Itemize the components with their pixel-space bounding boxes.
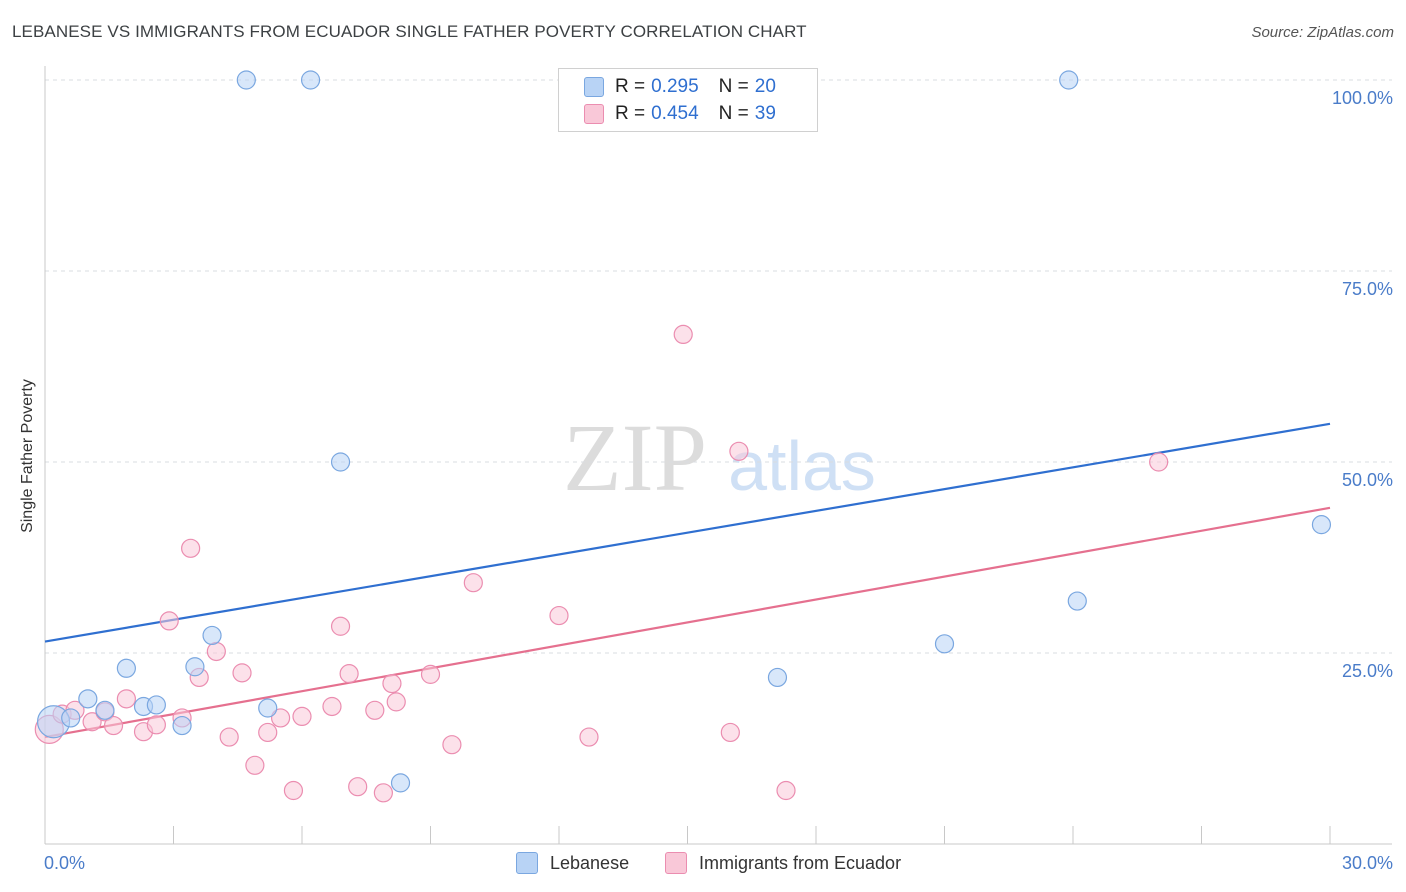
data-point-ecuador-26 — [373, 783, 393, 803]
data-point-lebanese-9 — [202, 625, 222, 646]
data-point-ecuador-35 — [720, 722, 740, 743]
correlation-legend: R = 0.295 N = 20 R = 0.454 N = 39 — [558, 68, 818, 132]
data-point-ecuador-16 — [245, 755, 265, 775]
tick-labels: 25.0% 50.0% 75.0% 100.0% 0.0% 30.0% — [44, 88, 1393, 873]
data-point-lebanese-14 — [390, 773, 411, 793]
data-point-lebanese-16 — [934, 634, 955, 654]
data-point-ecuador-25 — [365, 700, 385, 720]
data-point-ecuador-28 — [386, 692, 406, 712]
ecuador-swatch — [584, 104, 604, 124]
legend-item-ecuador[interactable]: Immigrants from Ecuador — [665, 852, 901, 874]
data-point-ecuador-21 — [322, 696, 342, 717]
data-point-lebanese-3 — [95, 700, 115, 720]
data-point-ecuador-27 — [382, 673, 402, 694]
y-tick-label-75: 75.0% — [1342, 279, 1393, 299]
series-legend: Lebanese Immigrants from Ecuador — [0, 852, 1406, 878]
data-point-lebanese-2 — [78, 689, 98, 709]
data-point-lebanese-8 — [185, 657, 205, 677]
legend-item-lebanese[interactable]: Lebanese — [516, 852, 629, 874]
data-point-ecuador-8 — [146, 715, 166, 735]
data-point-lebanese-1 — [61, 708, 81, 728]
watermark-atlas: atlas — [728, 427, 876, 505]
r-value: 0.454 — [651, 103, 699, 124]
grid-lines — [45, 79, 1392, 654]
lebanese-swatch — [516, 852, 538, 874]
data-point-ecuador-33 — [579, 727, 599, 747]
data-point-lebanese-4 — [116, 658, 136, 678]
n-label: N = — [718, 103, 749, 124]
data-point-ecuador-20 — [292, 706, 312, 727]
data-point-lebanese-18 — [1067, 591, 1087, 611]
data-point-lebanese-10 — [236, 70, 256, 90]
data-point-ecuador-14 — [219, 727, 239, 747]
n-value: 39 — [754, 103, 776, 124]
legend-row-ecuador: R = 0.454 N = 39 — [584, 101, 776, 127]
data-point-lebanese-11 — [258, 698, 278, 718]
n-value: 20 — [754, 76, 776, 97]
data-point-ecuador-6 — [116, 689, 136, 709]
data-point-lebanese-12 — [300, 70, 321, 90]
y-tick-label-50: 50.0% — [1342, 470, 1393, 490]
n-label: N = — [718, 76, 749, 97]
trend-lines — [44, 422, 1331, 739]
data-point-ecuador-18 — [270, 708, 291, 728]
data-point-lebanese-19 — [1311, 515, 1332, 535]
y-tick-label-25: 25.0% — [1342, 661, 1393, 681]
data-point-ecuador-11 — [181, 538, 201, 558]
data-point-ecuador-38 — [1149, 452, 1169, 472]
r-value: 0.295 — [651, 76, 699, 97]
data-point-lebanese-6 — [146, 695, 166, 715]
data-points — [34, 70, 1332, 803]
lebanese-swatch — [584, 77, 604, 97]
x-tick-label-min: 0.0% — [44, 853, 85, 873]
data-point-lebanese-13 — [330, 452, 351, 472]
legend-row-lebanese: R = 0.295 N = 20 — [584, 74, 776, 100]
watermark-zip: ZIP — [563, 404, 707, 511]
data-point-ecuador-31 — [463, 573, 483, 593]
legend-label: Lebanese — [550, 852, 630, 873]
data-point-ecuador-5 — [103, 715, 124, 736]
r-label: R = — [615, 103, 646, 124]
data-point-ecuador-22 — [330, 616, 351, 636]
trend-line-lebanese — [44, 422, 1331, 643]
r-label: R = — [615, 76, 646, 97]
data-point-ecuador-34 — [673, 324, 693, 345]
data-point-ecuador-17 — [258, 722, 278, 743]
data-point-lebanese-7 — [172, 715, 192, 736]
data-point-ecuador-30 — [442, 735, 462, 755]
source-label: Source: ZipAtlas.com — [1251, 24, 1394, 41]
data-point-lebanese-17 — [1059, 70, 1079, 90]
data-point-ecuador-9 — [159, 611, 179, 631]
data-point-ecuador-3 — [82, 712, 102, 732]
data-point-ecuador-23 — [339, 664, 359, 684]
legend-label: Immigrants from Ecuador — [699, 852, 902, 873]
data-point-ecuador-36 — [729, 441, 749, 461]
chart-title: LEBANESE VS IMMIGRANTS FROM ECUADOR SING… — [12, 22, 807, 41]
x-tick-label-max: 30.0% — [1342, 853, 1393, 873]
data-point-ecuador-13 — [206, 641, 226, 662]
axes — [44, 66, 1392, 845]
data-point-ecuador-37 — [776, 780, 796, 801]
data-point-ecuador-29 — [420, 664, 441, 684]
data-point-lebanese-15 — [767, 667, 788, 688]
data-point-ecuador-15 — [232, 663, 252, 683]
data-point-ecuador-32 — [549, 605, 569, 626]
data-point-ecuador-24 — [348, 777, 368, 797]
data-point-ecuador-19 — [283, 780, 304, 801]
trend-line-ecuador — [44, 506, 1331, 739]
ecuador-swatch — [665, 852, 687, 874]
y-tick-label-100: 100.0% — [1332, 88, 1393, 108]
